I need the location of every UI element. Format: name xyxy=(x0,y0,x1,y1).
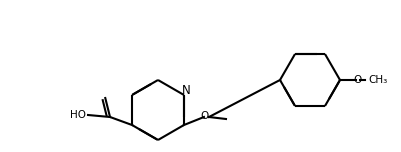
Text: O: O xyxy=(201,111,209,121)
Text: N: N xyxy=(182,83,190,97)
Text: O: O xyxy=(353,75,361,85)
Text: CH₃: CH₃ xyxy=(368,75,387,85)
Text: HO: HO xyxy=(70,110,86,120)
